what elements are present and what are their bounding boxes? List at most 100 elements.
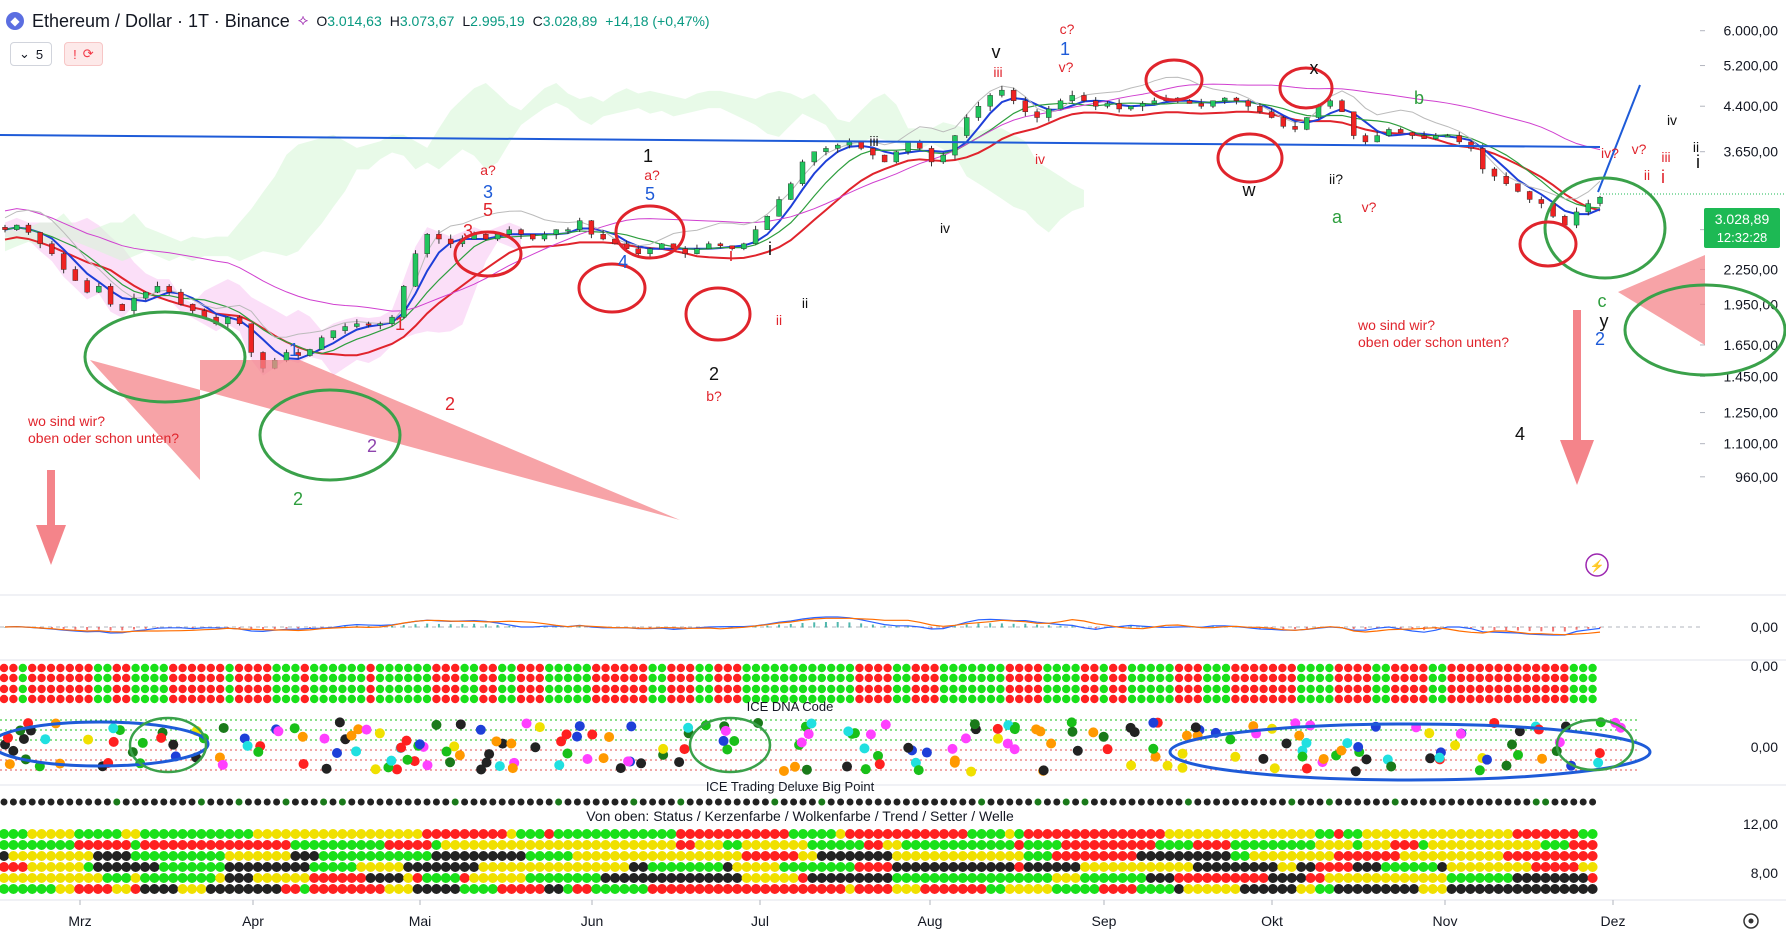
bigpoint-dot [863, 884, 874, 894]
dna-dot [859, 743, 870, 754]
bigpoint-dot [422, 829, 432, 839]
histogram-bar [484, 624, 487, 628]
signal-dot [93, 663, 103, 673]
signal-dot [0, 673, 9, 683]
histogram-bar [813, 622, 816, 628]
candle-body [788, 183, 794, 200]
signal-dot [1156, 673, 1165, 683]
wave-label: i [729, 245, 733, 265]
candle-body [354, 323, 360, 327]
bigpoint-dot [234, 884, 244, 894]
dna-dot [2, 732, 13, 743]
bigpoint-dot [55, 862, 66, 872]
bigpoint-dot [863, 862, 874, 872]
signal-dot [187, 694, 197, 704]
bigpoint-dot [196, 840, 207, 850]
signal-dot [291, 673, 300, 683]
signal-dot [1005, 694, 1014, 704]
histogram-bar [989, 623, 992, 628]
signal-dot [46, 663, 56, 673]
gear-icon[interactable] [1743, 913, 1759, 929]
bigpoint-dot [168, 829, 179, 839]
bigpoint-dot [854, 851, 865, 861]
bigpoint-dot [1145, 873, 1156, 883]
bigpoint-dot [309, 829, 320, 839]
bigpoint-dot [1380, 829, 1391, 839]
bigpoint-dot [525, 884, 536, 894]
bigpoint-dot [1014, 840, 1025, 850]
ethereum-icon[interactable]: ◆ [6, 12, 24, 30]
histogram-bar [1587, 627, 1590, 629]
down-arrow-head [1560, 440, 1594, 485]
bigpoint-dot [365, 840, 376, 850]
bigpoint-dot [1286, 884, 1297, 894]
bigpoint-dot [431, 884, 442, 894]
bigpoint-dot [807, 840, 818, 850]
bigpoint-dot [788, 840, 799, 850]
candle-body [166, 286, 172, 293]
bigpoint-dot [1371, 851, 1382, 861]
bigpoint-dot [1438, 798, 1446, 806]
bigpoint-dot [1484, 873, 1495, 883]
bigpoint-dot [1286, 851, 1297, 861]
alert-chip[interactable]: ! ⟳ [64, 42, 103, 66]
signal-dot [902, 663, 911, 673]
pane-title: ICE Trading Deluxe Big Point [706, 779, 875, 794]
bigpoint-dot [102, 884, 113, 894]
histogram-bar [895, 626, 898, 628]
bigpoint-dot [1513, 798, 1521, 806]
signal-dot [1024, 684, 1033, 694]
high-value: 3.073,67 [399, 13, 455, 29]
bigpoint-dot [1324, 862, 1335, 872]
lightning-icon[interactable] [1585, 553, 1609, 577]
wave-label: c? [1060, 21, 1075, 37]
signal-dot [902, 684, 911, 694]
bigpoint-dot [1521, 884, 1532, 894]
signal-dot [808, 673, 817, 683]
alert-label: ! [73, 46, 77, 62]
bigpoint-dot [939, 873, 949, 883]
price-axis[interactable] [1700, 0, 1786, 937]
interval-selector[interactable]: ⌄ 5 [10, 42, 53, 66]
bigpoint-dot [1437, 851, 1448, 861]
signal-dot [150, 663, 159, 673]
symbol-title[interactable]: Ethereum / Dollar · 1T · Binance [32, 10, 290, 31]
signal-dot [366, 694, 375, 704]
time-tick-label: Aug [918, 913, 943, 929]
bigpoint-dot [375, 862, 385, 872]
bigpoint-dot [205, 829, 216, 839]
signal-dot [112, 663, 122, 673]
candle-body [705, 243, 712, 249]
bigpoint-dot [1474, 873, 1485, 883]
bigpoint-dot [544, 840, 555, 850]
wave-label: 3 [463, 221, 473, 241]
bigpoint-dot [1427, 851, 1438, 861]
highlight-ellipse [688, 716, 772, 774]
bigpoint-dot [553, 884, 564, 894]
price-badge[interactable] [1704, 208, 1780, 248]
signal-dot [714, 673, 723, 683]
signal-dot [1268, 673, 1278, 683]
bigpoint-dot [299, 884, 310, 894]
share-icon[interactable]: ⟡ [297, 12, 309, 29]
bigpoint-dot [685, 840, 696, 850]
note-left-line2: oben oder schon unten? [28, 430, 179, 446]
bigpoint-dot [1446, 873, 1457, 883]
histogram-bar [285, 627, 288, 629]
signal-dot [1569, 684, 1579, 694]
histogram-bar [496, 625, 499, 628]
signal-dot [1024, 694, 1033, 704]
bigpoint-dot [1465, 829, 1476, 839]
signal-dot [310, 663, 319, 673]
signal-dot [1156, 684, 1165, 694]
signal-dot [441, 694, 450, 704]
bigpoint-dot [788, 829, 799, 839]
bigpoint-dot [658, 798, 666, 806]
bigpoint-dot [234, 851, 244, 861]
bigpoint-dot [8, 862, 19, 872]
bigpoint-dot [957, 884, 968, 894]
bigpoint-dot [224, 851, 235, 861]
bigpoint-dot [882, 851, 893, 861]
